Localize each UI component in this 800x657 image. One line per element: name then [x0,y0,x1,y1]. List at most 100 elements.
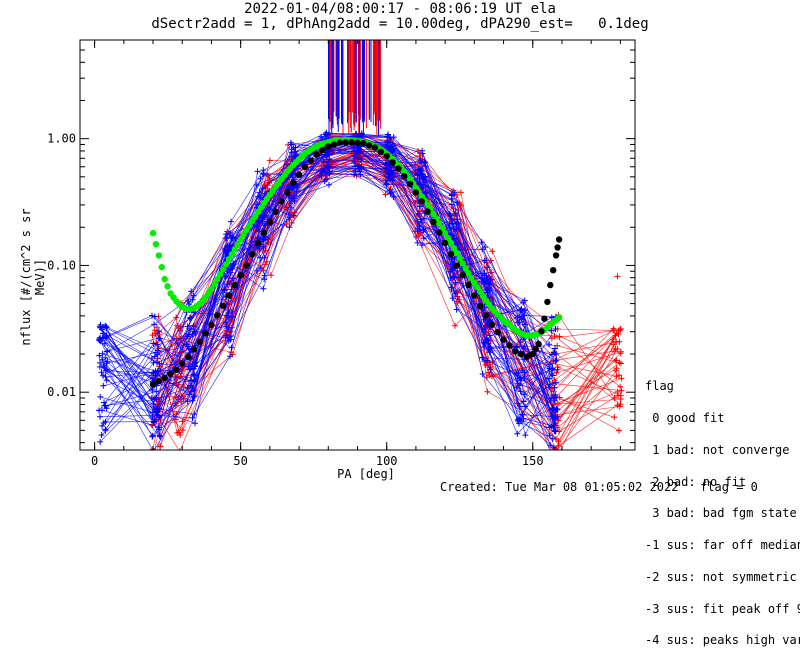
fit-point-black [325,143,332,150]
fit-point-black [354,139,361,146]
fit-point-black [453,262,460,269]
fit-point-black [202,330,209,337]
fit-point-black [383,152,390,160]
fit-point-black [214,312,221,319]
spectrum-trace [105,134,556,395]
fit-point-black [550,267,557,274]
fit-point-black [512,348,519,355]
fit-point-black [149,381,157,388]
legend-entry: -1 sus: far off median [645,538,800,553]
spectrum-trace [100,168,553,391]
fit-point-green [211,280,218,288]
fit-point-black [538,328,545,335]
fit-point-black [441,239,449,247]
fit-point-black [494,329,501,336]
legend-entry: -2 sus: not symmetric [645,569,797,584]
fit-point-black [319,147,326,154]
fit-point-green [231,246,238,253]
legend-entry: 2 bad: no fit [645,474,747,489]
fit-point-black [488,321,496,328]
fit-point-black [430,218,437,226]
fit-point-black [173,366,180,374]
fit-point-black [336,139,344,146]
fit-point-green [468,274,475,282]
spectrum-trace [99,168,554,425]
fit-point-black [482,312,490,319]
fit-point-black [313,151,320,158]
fit-point-black [295,171,303,178]
fit-point-black [477,302,484,309]
spectrum-trace [102,144,556,386]
fit-point-black [348,138,355,146]
fit-point-green [155,252,163,259]
fit-point-black [535,340,542,348]
x-tick-label: 50 [233,454,247,468]
fit-point-green [447,239,455,247]
fit-point-black [406,180,414,188]
fit-point-green [161,275,168,283]
fit-point-green [225,256,233,263]
fit-point-green [217,271,224,278]
spectrum-trace [103,133,552,387]
fit-point-green [222,261,230,268]
fit-point-black [184,353,192,361]
spectrum-trace [101,165,557,438]
fit-point-green [441,229,449,237]
fit-point-black [237,272,244,279]
fit-point-black [459,272,466,279]
legend-entry: 3 bad: bad fgm state [645,506,797,521]
fit-point-black [196,338,203,345]
fit-point-green [237,236,244,243]
x-tick-label: 100 [376,454,398,468]
fit-point-black [371,144,379,151]
fit-point-black [243,262,250,269]
fit-point-black [555,236,563,243]
fit-point-black [278,198,285,205]
fit-point-black [541,315,548,322]
fit-point-green [456,255,463,262]
fit-point-green [450,244,458,252]
spectrum-trace [101,152,553,440]
fit-point-green [462,265,469,272]
fit-point-black [529,350,536,358]
legend-entry: 1 bad: not converge [645,442,790,457]
fit-point-black [290,179,297,186]
fit-point-black [366,142,373,149]
fit-point-green [228,251,236,258]
fit-point-black [500,336,507,343]
outlier-marker [614,273,621,280]
fit-point-black [167,370,174,377]
fit-point-black [389,159,396,166]
fit-point-black [330,141,338,148]
flag-legend: flag 0 good fit 1 bad: not converge 2 ba… [645,360,800,657]
spectrum-trace [101,157,557,432]
fit-point-black [547,281,554,289]
spectrum-trace [106,144,553,410]
fit-point-black [260,229,268,236]
fit-point-green [240,231,247,238]
fit-point-black [465,281,472,289]
y-tick-label: 1.00 [47,132,76,146]
fit-point-black [552,252,560,259]
fit-point-black [436,229,443,236]
fit-point-black [255,239,262,247]
fit-point-black [544,298,551,306]
fit-point-green [246,222,253,229]
fit-point-black [395,165,402,172]
fit-point-green [164,283,171,290]
fit-point-green [214,275,221,283]
fit-point-black [412,189,420,196]
y-tick-label: 0.01 [47,385,76,399]
fit-point-green [243,226,250,234]
fit-point-black [342,139,349,146]
fit-point-black [307,157,314,164]
fit-point-black [266,218,274,226]
fit-point-green [453,249,460,257]
fit-point-black [231,281,238,289]
fit-point-green [208,285,215,293]
fit-point-green [430,210,437,218]
fit-point-green [555,314,563,321]
fit-point-green [152,241,160,248]
fit-point-green [234,241,241,248]
x-tick-label: 150 [522,454,544,468]
